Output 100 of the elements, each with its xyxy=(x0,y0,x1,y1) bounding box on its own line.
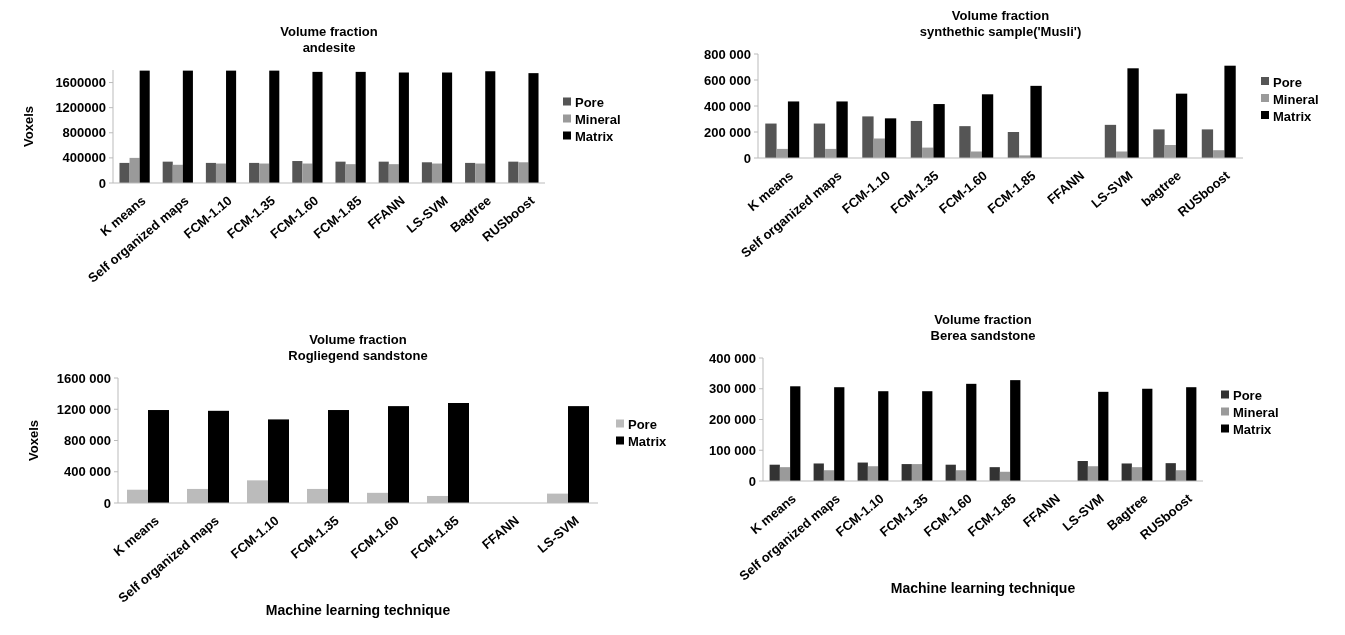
bar xyxy=(1121,463,1132,481)
chart-subtitle: synthethic sample('Musli') xyxy=(919,24,1082,39)
x-axis-title: Machine learning technique xyxy=(265,602,451,618)
bar xyxy=(884,118,897,158)
bar xyxy=(1030,85,1042,158)
bar xyxy=(518,162,529,183)
y-tick-label: 400 000 xyxy=(64,464,111,480)
bar xyxy=(182,70,193,183)
bar xyxy=(442,72,453,183)
bar xyxy=(1010,380,1021,481)
bar xyxy=(388,164,399,183)
legend-label: Pore xyxy=(575,95,604,111)
bar xyxy=(945,464,956,481)
bar xyxy=(421,162,432,183)
legend-label: Pore xyxy=(1233,388,1262,404)
bar xyxy=(226,70,237,183)
bar xyxy=(1142,388,1153,481)
chart-title: Volume fraction xyxy=(951,8,1050,23)
bar xyxy=(911,464,923,481)
bar xyxy=(528,73,539,183)
bar xyxy=(312,71,323,183)
bar xyxy=(873,138,885,158)
y-axis-title: Voxels xyxy=(21,106,36,147)
bar xyxy=(867,466,879,481)
bar xyxy=(857,462,868,481)
bar xyxy=(205,162,216,183)
bar xyxy=(249,162,260,183)
legend-label: Matrix xyxy=(628,434,668,450)
bar xyxy=(901,464,912,481)
y-tick-label: 800 000 xyxy=(704,46,751,62)
bar xyxy=(836,101,848,158)
x-axis-title: Machine learning technique xyxy=(890,580,1076,596)
bar xyxy=(779,467,791,481)
bar xyxy=(790,386,801,481)
legend-label: Mineral xyxy=(1273,91,1319,107)
bar xyxy=(485,71,496,183)
bar xyxy=(328,410,349,503)
y-tick-label: 1200 000 xyxy=(56,401,111,417)
legend-label: Pore xyxy=(1273,74,1302,90)
y-tick-label: 1600000 xyxy=(55,75,106,91)
bar xyxy=(1104,124,1117,158)
legend-label: Matrix xyxy=(575,129,615,145)
bar xyxy=(302,163,313,183)
bar xyxy=(1098,391,1109,481)
bar xyxy=(1224,65,1236,158)
y-tick-label: 400 000 xyxy=(704,98,751,114)
bar xyxy=(345,164,356,183)
legend-label: Pore xyxy=(628,417,657,433)
y-tick-label: 200 000 xyxy=(709,412,756,428)
bar xyxy=(119,162,130,183)
bar xyxy=(765,123,777,158)
bar xyxy=(139,70,150,183)
bar xyxy=(215,163,227,183)
bar xyxy=(172,164,183,183)
bar xyxy=(862,116,874,158)
bar xyxy=(813,123,826,158)
bar xyxy=(1087,466,1099,481)
bar xyxy=(1175,470,1187,481)
bar xyxy=(813,463,824,481)
bar xyxy=(448,403,469,503)
bar xyxy=(1131,467,1143,481)
bar xyxy=(769,464,780,481)
y-tick-label: 0 xyxy=(748,473,756,489)
bar xyxy=(1007,132,1020,158)
bar xyxy=(1127,68,1139,158)
bar xyxy=(834,387,845,481)
bar xyxy=(959,126,971,158)
bar xyxy=(508,161,519,183)
y-tick-label: 1600 000 xyxy=(56,370,111,386)
bar xyxy=(259,163,270,183)
y-tick-label: 600 000 xyxy=(704,72,751,88)
bar xyxy=(378,161,389,183)
y-tick-label: 800000 xyxy=(62,125,106,141)
chart-title: Volume fraction xyxy=(934,312,1032,327)
y-tick-label: 200 000 xyxy=(704,124,751,140)
y-tick-label: 1200000 xyxy=(55,100,106,116)
bar xyxy=(129,157,140,183)
bar xyxy=(292,161,303,183)
bar xyxy=(148,410,169,503)
bar xyxy=(1077,461,1088,481)
y-tick-label: 0 xyxy=(103,495,111,511)
legend-label: Matrix xyxy=(1273,108,1313,124)
bar xyxy=(1201,129,1214,158)
y-tick-label: 400 000 xyxy=(709,350,756,366)
chart-subtitle: Rogliegend sandstone xyxy=(288,348,428,363)
bar xyxy=(162,161,173,183)
bar xyxy=(475,163,486,183)
bar xyxy=(955,470,967,481)
legend-label: Mineral xyxy=(1233,405,1279,421)
bar xyxy=(1153,129,1165,158)
bar xyxy=(922,391,933,481)
bar xyxy=(388,406,409,503)
bar xyxy=(355,71,366,183)
bar xyxy=(1186,387,1197,481)
y-tick-label: 0 xyxy=(98,175,106,191)
bar xyxy=(568,406,589,503)
chart-title: Volume fraction xyxy=(309,332,407,347)
bar xyxy=(1165,463,1176,481)
bar xyxy=(989,467,1000,481)
chart-subtitle: Berea sandstone xyxy=(930,328,1036,343)
